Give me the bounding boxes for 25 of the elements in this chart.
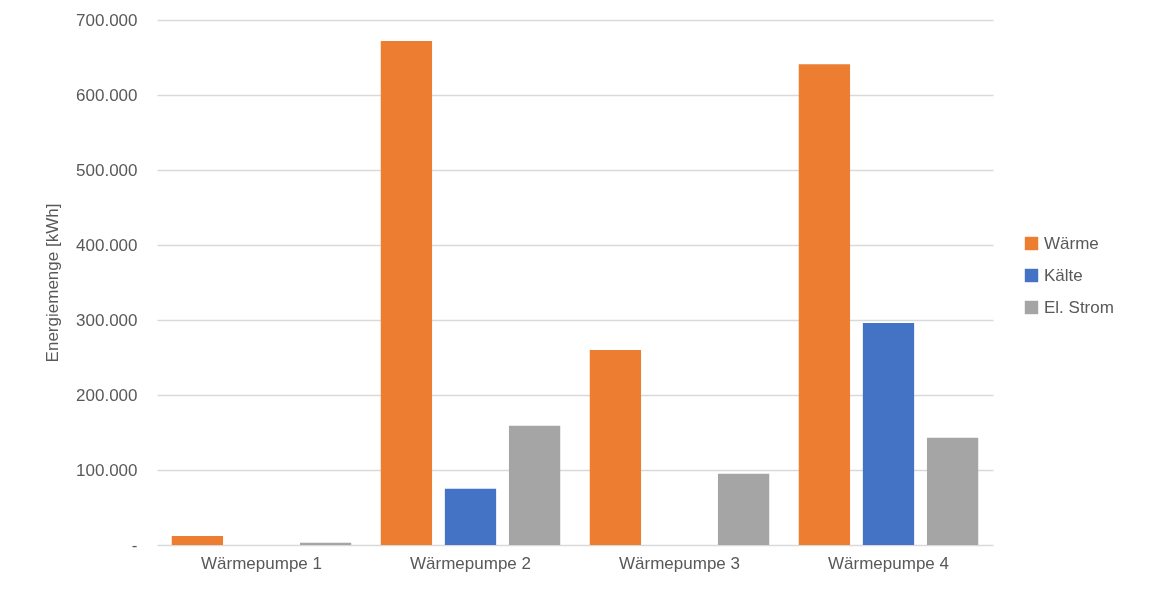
bar (798, 64, 851, 545)
y-tick-label: 500.000 (76, 160, 138, 180)
bar (508, 425, 561, 545)
bar (862, 323, 915, 545)
legend-label: Kälte (1044, 265, 1083, 285)
bar (444, 488, 497, 545)
x-tick-label: Wärmepumpe 2 (410, 553, 531, 573)
x-tick-label: Wärmepumpe 1 (201, 553, 322, 573)
y-tick-label: 300.000 (76, 310, 138, 330)
bar (717, 473, 770, 545)
bar (926, 437, 979, 545)
y-tick-label: 400.000 (76, 235, 138, 255)
x-tick-label: Wärmepumpe 4 (828, 553, 949, 573)
y-tick-label: 100.000 (76, 460, 138, 480)
legend-label: El. Strom (1044, 297, 1114, 317)
y-tick-label: - (131, 535, 138, 555)
y-tick-label: 600.000 (76, 85, 138, 105)
bar (171, 536, 224, 545)
y-tick-label: 700.000 (76, 10, 138, 30)
legend-label: Wärme (1044, 233, 1099, 253)
bar (380, 41, 433, 545)
x-tick-label: Wärmepumpe 3 (619, 553, 740, 573)
bar (589, 350, 642, 545)
y-tick-label: 200.000 (76, 385, 138, 405)
y-axis-title: Energiemenge [kWh] (43, 203, 63, 363)
